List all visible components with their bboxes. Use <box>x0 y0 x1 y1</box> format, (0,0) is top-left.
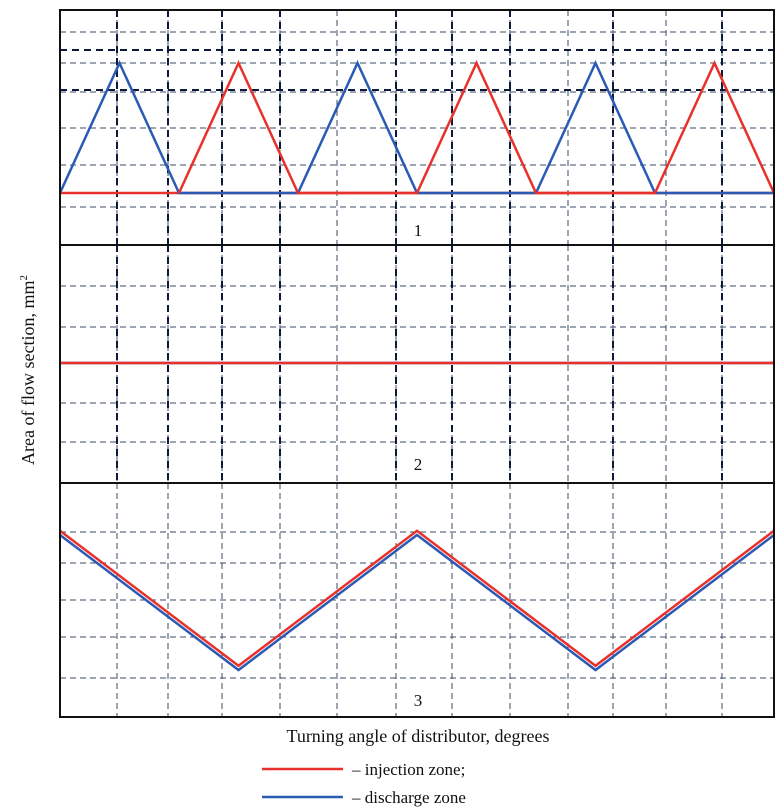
legend-entry-discharge: – discharge zone <box>351 788 466 807</box>
chart-panels: 1 2 3 <box>58 9 776 718</box>
panel-2: 2 <box>59 244 775 484</box>
panel-1: 1 <box>58 9 776 246</box>
x-axis-label: Turning angle of distributor, degrees <box>286 726 549 746</box>
y-axis-label: Area of flow section, mm2 <box>18 275 38 465</box>
panel-label: 3 <box>414 691 423 710</box>
panel-3: 3 <box>59 482 775 718</box>
series-injection-line <box>177 59 776 195</box>
panel-frame <box>59 9 775 246</box>
panel-label: 1 <box>414 221 423 240</box>
series-injection-line <box>59 529 775 668</box>
series-discharge-line <box>59 533 775 672</box>
y-axis-label-superscript: 2 <box>18 275 30 281</box>
series-discharge-line <box>58 59 774 195</box>
panel-label: 2 <box>414 455 423 474</box>
legend-entry-injection: – injection zone; <box>351 760 465 779</box>
legend: – injection zone; – discharge zone <box>262 760 466 807</box>
panel-frame <box>59 482 775 718</box>
